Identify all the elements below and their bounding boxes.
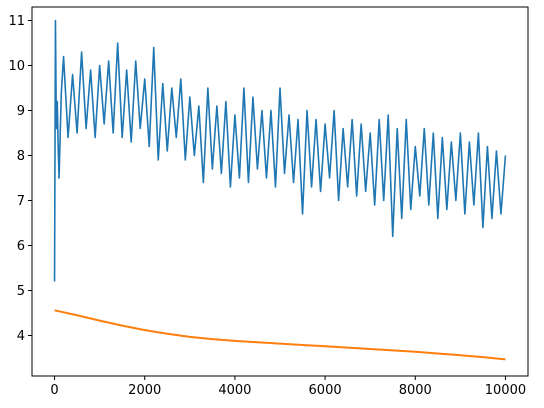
series-line-2 bbox=[54, 309, 506, 361]
x-tick-label: 0 bbox=[50, 383, 58, 398]
y-tick-label: 7 bbox=[17, 194, 25, 209]
x-tick-label: 10000 bbox=[485, 383, 526, 398]
x-tick-label: 8000 bbox=[399, 383, 432, 398]
x-tick-label: 2000 bbox=[128, 383, 161, 398]
y-tick-label: 9 bbox=[17, 104, 25, 119]
y-tick-label: 6 bbox=[17, 239, 25, 254]
plot-area-frame bbox=[31, 6, 529, 377]
y-tick-label: 11 bbox=[8, 14, 25, 29]
x-tick-label: 4000 bbox=[218, 383, 251, 398]
x-axis: 0 2000 4000 6000 8000 10000 bbox=[50, 376, 526, 398]
y-tick-label: 10 bbox=[8, 59, 25, 74]
y-tick-label: 4 bbox=[17, 329, 25, 344]
y-tick-label: 8 bbox=[17, 149, 25, 164]
series-layer bbox=[53, 19, 507, 361]
y-axis: 4 5 6 7 8 9 10 11 bbox=[8, 14, 32, 344]
x-tick-label: 6000 bbox=[309, 383, 342, 398]
series-line-1 bbox=[53, 19, 507, 282]
y-tick-label: 5 bbox=[17, 284, 25, 299]
